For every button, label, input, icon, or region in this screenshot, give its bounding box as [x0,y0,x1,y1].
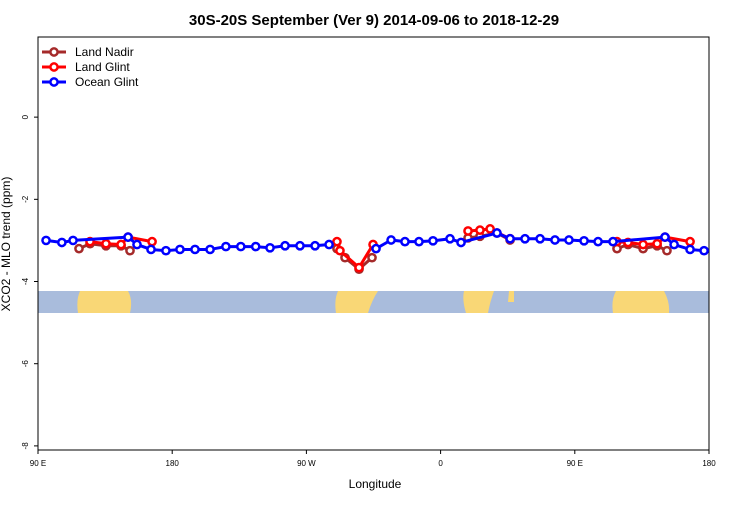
legend-label: Land Nadir [75,45,134,59]
legend-label: Land Glint [75,60,130,74]
y-axis-label: XCO2 - MLO trend (ppm) [0,177,13,312]
point [324,239,334,250]
legend-marker [49,77,59,87]
x-tick-label: 90 E [567,459,583,468]
y-tick-label: -4 [21,277,30,285]
point [652,238,662,249]
point [205,244,215,255]
point [463,226,473,236]
point [147,236,157,247]
point [660,232,670,242]
point [550,235,560,245]
point [386,235,396,245]
point [250,241,261,252]
x-tick-label: 0 [438,459,443,468]
point [608,236,618,247]
point [74,243,84,254]
point [579,235,589,246]
land [612,291,670,313]
point [371,243,381,254]
legend-marker [49,47,59,57]
point [535,233,545,244]
point [132,239,142,250]
land [463,291,494,313]
point [400,236,410,247]
point [310,240,320,251]
point [123,232,133,242]
point [235,241,246,252]
point [485,224,495,234]
chart-title: 30S-20S September (Ver 9) 2014-09-06 to … [189,12,559,29]
point [475,225,485,235]
point [638,239,648,250]
point [414,236,424,247]
point [685,244,695,255]
point [125,245,135,256]
point [146,244,156,255]
legend-marker [49,62,59,72]
point [445,233,455,244]
point [367,252,377,263]
x-tick-label: 90 W [297,459,316,468]
point [456,237,466,248]
x-tick-label: 90 E [30,459,46,468]
point [161,245,171,256]
point [564,235,574,245]
point [68,235,78,246]
x-tick-label: 180 [702,459,716,468]
point [492,228,502,238]
point [101,238,111,249]
y-tick-label: -6 [21,360,30,368]
y-tick-label: 0 [21,114,30,119]
point [295,240,305,251]
point [57,237,67,248]
land [508,291,514,302]
point [116,239,126,250]
point [265,242,275,253]
ocean-band [38,291,709,313]
x-tick-label: 180 [166,459,180,468]
point [593,236,603,247]
map-strip [38,291,709,313]
legend-label: Ocean Glint [75,75,139,89]
y-tick-label: -8 [21,442,30,450]
plot-frame [37,36,710,451]
point [669,239,679,250]
y-tick-label: -2 [21,195,30,203]
point [354,262,364,273]
point [221,241,231,252]
point [505,233,515,244]
point [699,245,709,256]
point [175,244,185,255]
point [335,245,345,256]
land [77,291,132,313]
point [332,236,342,247]
point [41,235,51,246]
point [520,233,530,244]
x-axis-label: Longitude [349,477,402,491]
point [685,236,695,247]
point [190,244,200,255]
point [662,245,672,256]
land [335,291,378,313]
point [280,240,290,251]
point [428,235,438,246]
